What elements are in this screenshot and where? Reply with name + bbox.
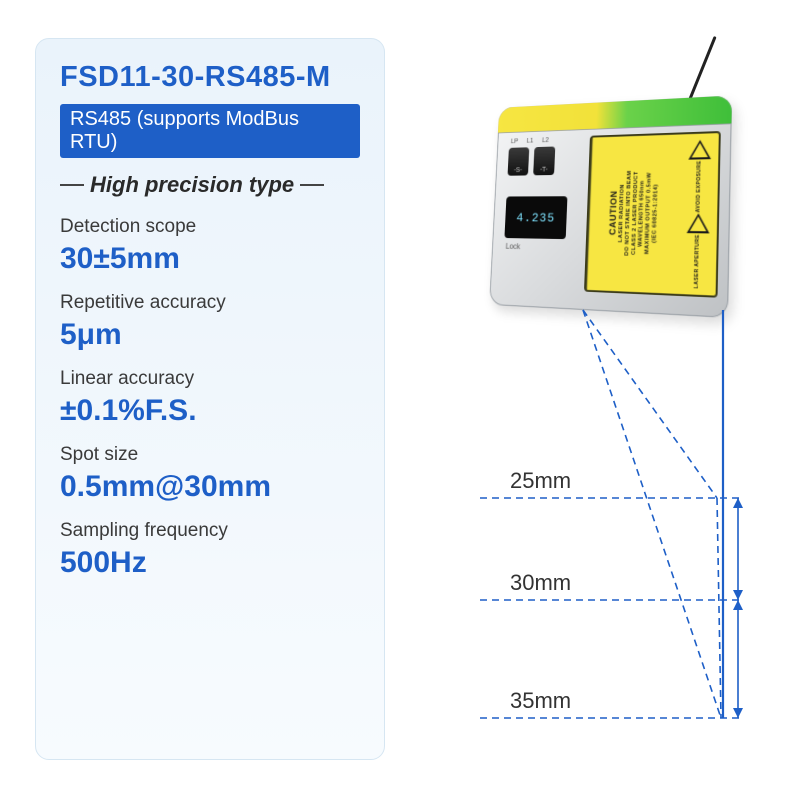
spec-label: Sampling frequency — [60, 520, 360, 542]
protocol-badge: RS485 (supports ModBus RTU) — [60, 104, 360, 158]
range-label-near: 25mm — [510, 468, 571, 494]
spec-value: 5μm — [60, 318, 360, 352]
subtitle: High precision type — [60, 172, 360, 198]
range-label-far: 35mm — [510, 688, 571, 714]
spec-label: Spot size — [60, 444, 360, 466]
spec-value: ±0.1%F.S. — [60, 394, 360, 428]
spec-label: Detection scope — [60, 216, 360, 238]
spec-label: Repetitive accuracy — [60, 292, 360, 314]
beam-diagram — [420, 60, 780, 760]
spec-detection-scope: Detection scope 30±5mm — [60, 216, 360, 276]
model-number: FSD11-30-RS485-M — [60, 61, 360, 94]
spec-value: 500Hz — [60, 546, 360, 580]
spec-linear-accuracy: Linear accuracy ±0.1%F.S. — [60, 368, 360, 428]
sensor-illustration: LP L1 L2 -S- -T- 4.235 Lock CAUTION LASE… — [420, 60, 780, 760]
spec-sampling-frequency: Sampling frequency 500Hz — [60, 520, 360, 580]
divider-left — [60, 184, 84, 186]
subtitle-text: High precision type — [84, 172, 300, 198]
spec-value: 0.5mm@30mm — [60, 470, 360, 504]
range-label-mid: 30mm — [510, 570, 571, 596]
spec-value: 30±5mm — [60, 242, 360, 276]
divider-right — [300, 184, 324, 186]
spec-spot-size: Spot size 0.5mm@30mm — [60, 444, 360, 504]
spec-panel: FSD11-30-RS485-M RS485 (supports ModBus … — [35, 38, 385, 760]
spec-label: Linear accuracy — [60, 368, 360, 390]
spec-repetitive-accuracy: Repetitive accuracy 5μm — [60, 292, 360, 352]
